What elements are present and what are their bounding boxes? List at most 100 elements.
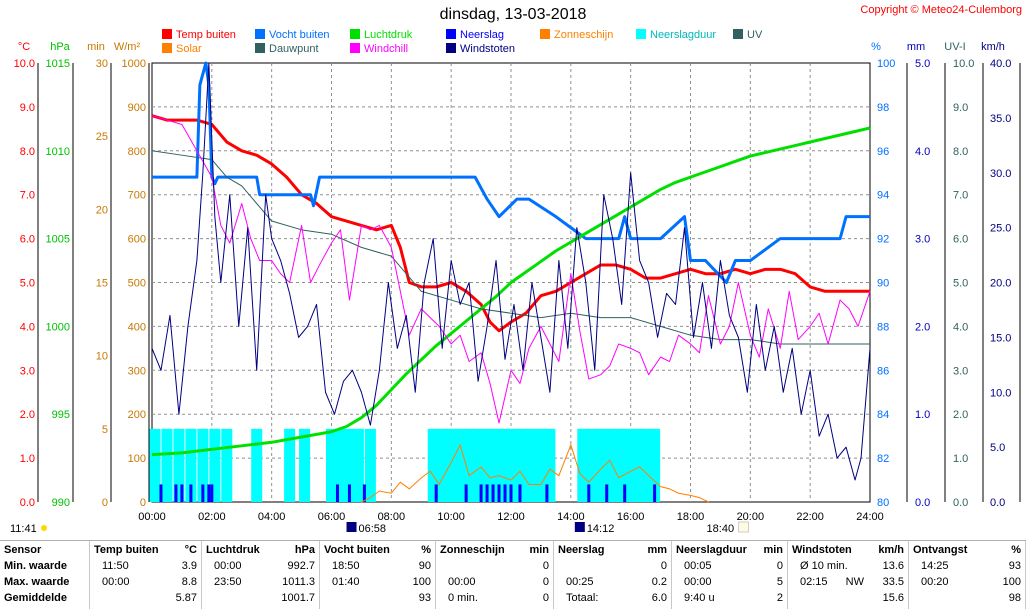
- bar-neerslagduur: [640, 428, 652, 502]
- chart-title: dinsdag, 13-03-2018: [439, 6, 587, 23]
- bar-neerslagduur: [251, 428, 263, 502]
- humidity-axis-unit: %: [871, 41, 881, 53]
- solar-tick-label: 0: [140, 497, 146, 509]
- stats-cell: 0: [776, 560, 783, 572]
- wind-tick-label: 10.0: [990, 387, 1011, 399]
- sunrise-time: 06:58: [359, 523, 387, 535]
- stats-row: 18:50 90: [324, 558, 431, 574]
- stats-cell: 5.87: [175, 592, 197, 604]
- bar-neerslagduur: [481, 428, 493, 502]
- uv-tick-label: 8.0: [953, 146, 968, 158]
- solar-noon-time: 14:12: [587, 523, 615, 535]
- minutes-tick-label: 20: [96, 204, 108, 216]
- stats-cell: 992.7: [287, 560, 315, 572]
- stats-cell: 23:50: [214, 576, 242, 588]
- time-tick-label: 20:00: [737, 511, 765, 523]
- legend-swatch: [255, 43, 265, 53]
- time-tick-label: 00:00: [138, 511, 166, 523]
- stats-column: Neerslag mm 0 00:25 0.2 Totaal: 6.0: [554, 541, 672, 609]
- minutes-tick-label: 15: [96, 278, 108, 290]
- stats-row: 00:25 0.2: [558, 574, 667, 590]
- time-tick-label: 12:00: [497, 511, 525, 523]
- stats-cell: 33.5: [882, 576, 904, 588]
- legend-label: Vocht buiten: [269, 29, 330, 41]
- bar-neerslag: [509, 484, 513, 502]
- stats-header-label: Windstoten: [792, 544, 852, 556]
- bar-neerslagduur: [209, 428, 221, 502]
- bar-neerslag: [189, 484, 193, 502]
- stats-cell: 3.9: [181, 560, 197, 572]
- bar-neerslagduur: [604, 428, 616, 502]
- bar-neerslag: [623, 484, 627, 502]
- bar-neerslag: [434, 484, 438, 502]
- legend-swatch: [162, 29, 172, 39]
- stats-row: 00:20 100: [913, 574, 1021, 590]
- time-tick-label: 06:00: [318, 511, 346, 523]
- minutes-tick-label: 30: [96, 58, 108, 70]
- stats-cell: 5: [776, 576, 783, 588]
- stats-row: 11:50 3.9: [94, 558, 197, 574]
- bar-neerslagduur: [535, 428, 547, 502]
- bar-neerslagduur: [197, 428, 209, 502]
- pressure-axis-unit: hPa: [50, 41, 70, 53]
- stats-cell: 14:25: [921, 560, 949, 572]
- legend-label: UV: [747, 29, 763, 41]
- stats-cell: 2: [776, 592, 783, 604]
- humidity-tick-label: 92: [877, 234, 889, 246]
- uv-tick-label: 10.0: [953, 58, 974, 70]
- uv-axis-unit: UV-I: [944, 41, 965, 53]
- stats-cell: 6.0: [651, 592, 667, 604]
- humidity-tick-label: 96: [877, 146, 889, 158]
- time-tick-label: 08:00: [378, 511, 406, 523]
- stats-cell: 100: [412, 576, 431, 588]
- sunrise-icon: [346, 522, 357, 532]
- bar-neerslag: [210, 484, 214, 502]
- legend-swatch: [162, 43, 172, 53]
- legend-label: Solar: [176, 43, 202, 55]
- time-tick-label: 24:00: [856, 511, 884, 523]
- stats-header: Neerslag mm: [558, 542, 667, 558]
- stats-column: Zonneschijn min 0 00:00 0 0 min. 0: [436, 541, 554, 609]
- bar-neerslagduur: [352, 428, 364, 502]
- temp-tick-label: 2.0: [20, 409, 35, 421]
- stats-cell: 00:00: [448, 576, 476, 588]
- stats-header: Windstoten km/h: [792, 542, 904, 558]
- legend-swatch: [733, 29, 743, 39]
- temp-tick-label: 9.0: [20, 102, 35, 114]
- solar-noon-icon: [574, 522, 585, 532]
- solar-axis-unit: W/m²: [114, 41, 141, 53]
- stats-column: Vocht buiten% 18:50 90 01:40 100 93: [320, 541, 436, 609]
- humidity-tick-label: 90: [877, 278, 889, 290]
- legend-swatch: [636, 29, 646, 39]
- uv-tick-label: 4.0: [953, 321, 968, 333]
- stats-header: Neerslagduur min: [676, 542, 783, 558]
- stats-row: 5.87: [94, 590, 197, 606]
- bar-neerslag: [180, 484, 184, 502]
- humidity-tick-label: 86: [877, 365, 889, 377]
- daylight-duration: 11:41: [10, 523, 37, 535]
- bar-neerslagduur: [173, 428, 185, 502]
- bar-neerslag: [605, 484, 609, 502]
- stats-column: Luchtdruk hPa 00:00 992.7 23:50 1011.3 1001.7: [202, 541, 320, 609]
- bar-neerslag: [335, 484, 339, 502]
- legend-swatch: [446, 43, 456, 53]
- uv-tick-label: 7.0: [953, 190, 968, 202]
- solar-tick-label: 100: [128, 453, 146, 465]
- solar-tick-label: 500: [128, 278, 146, 290]
- bar-neerslagduur: [586, 428, 598, 502]
- legend-label: Dauwpunt: [269, 43, 319, 55]
- bar-neerslag: [485, 484, 489, 502]
- pressure-tick-label: 1000: [46, 321, 70, 333]
- bar-neerslagduur: [631, 428, 643, 502]
- bar-neerslag: [518, 484, 522, 502]
- uv-tick-label: 0.0: [953, 497, 968, 509]
- bar-neerslag: [159, 484, 163, 502]
- temp-tick-label: 7.0: [20, 190, 35, 202]
- bar-neerslag: [174, 484, 178, 502]
- stats-cell: 18:50: [332, 560, 360, 572]
- pressure-tick-label: 1005: [46, 234, 70, 246]
- series-luchtdruk: [151, 126, 871, 457]
- bar-neerslag: [545, 484, 549, 502]
- wind-tick-label: 0.0: [990, 497, 1005, 509]
- solar-tick-label: 800: [128, 146, 146, 158]
